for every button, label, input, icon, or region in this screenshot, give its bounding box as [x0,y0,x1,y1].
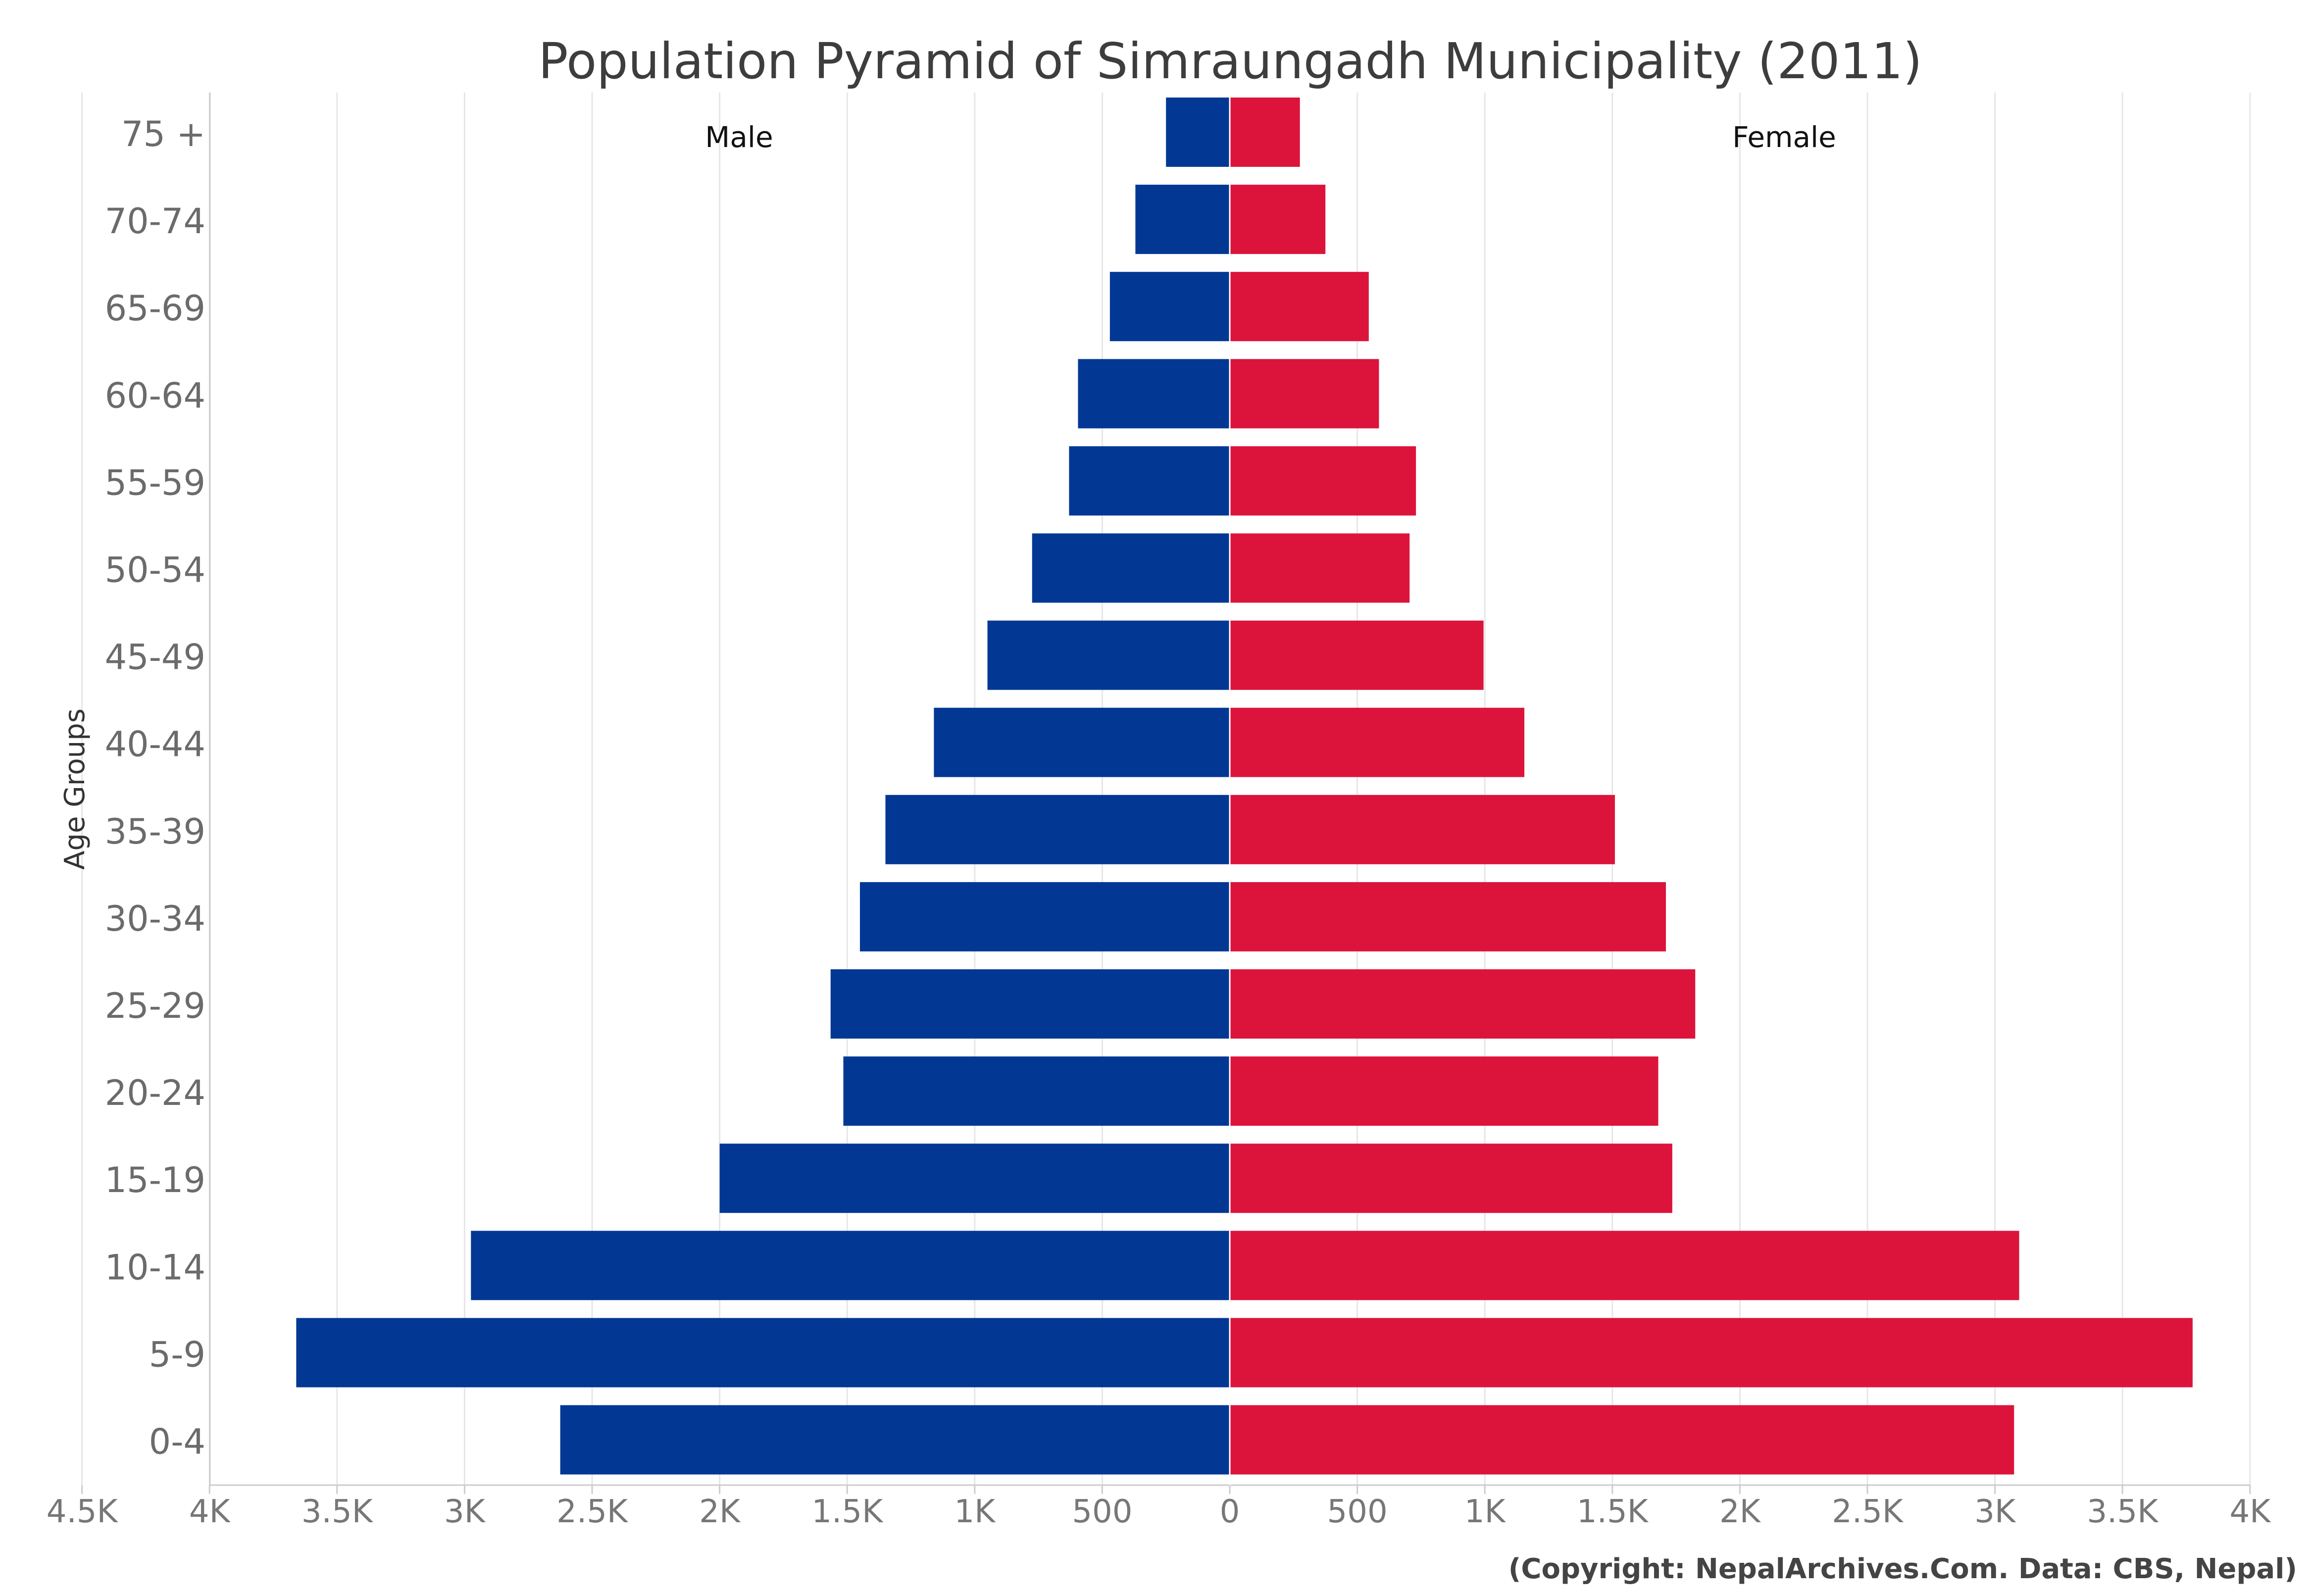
x-tick-label: 2K [699,1494,741,1530]
bar-female[interactable] [1230,1231,2019,1300]
x-tick-label: 2.5K [556,1494,629,1530]
y-axis-title: Age Groups [59,708,91,870]
y-tick-label: 20-24 [105,1073,205,1113]
x-axis-tick-labels: 4.5K 4K 3.5K 3K 2.5K 2K 1.5K 1K 500 0 500 1K 1.5K 2K 2… [47,1494,2271,1530]
bar-female[interactable] [1230,795,1615,864]
x-tick-label: 1.5K [1577,1494,1649,1530]
bar-male[interactable] [296,1318,1230,1388]
bar-male[interactable] [560,1405,1230,1475]
bar-female[interactable] [1230,882,1666,951]
y-axis-tick-labels: 75 + 70-74 65-69 60-64 55-59 50-54 45-49 40-44 3… [105,114,205,1462]
bar-male[interactable] [1032,533,1230,603]
y-tick-label: 35-39 [105,811,205,852]
bar-male[interactable] [1166,98,1230,167]
x-tick-label: 1.5K [811,1494,884,1530]
x-tick-label: 1K [954,1494,996,1530]
bar-female[interactable] [1230,1056,1658,1126]
bar-female[interactable] [1230,1144,1672,1213]
bar-female[interactable] [1230,707,1525,777]
bar-female[interactable] [1230,969,1696,1039]
bar-male[interactable] [934,707,1230,777]
bars [296,98,2193,1475]
bar-male[interactable] [1135,185,1230,254]
bar-female[interactable] [1230,185,1326,254]
bar-male[interactable] [1109,272,1230,342]
y-tick-label: 30-34 [105,898,205,939]
x-tick-label: 4K [189,1494,231,1530]
bar-male[interactable] [885,795,1230,864]
x-tick-label: 2K [1719,1494,1761,1530]
x-tick-label: 4.5K [47,1494,119,1530]
y-tick-label: 40-44 [105,724,205,765]
bar-male[interactable] [1078,359,1230,429]
y-tick-label: 70-74 [105,201,205,242]
y-tick-label: 5-9 [149,1334,205,1375]
x-tick-label: 3.5K [301,1494,374,1530]
bar-female[interactable] [1230,620,1484,690]
bar-female[interactable] [1230,272,1369,342]
bar-female[interactable] [1230,533,1410,603]
y-tick-label: 45-49 [105,637,205,678]
bar-female[interactable] [1230,98,1300,167]
bar-female[interactable] [1230,446,1416,516]
series-label-male: Male [705,120,773,154]
y-tick-label: 60-64 [105,375,205,416]
x-tick-label: 0 [1220,1494,1240,1530]
y-tick-label: 0-4 [149,1422,205,1462]
bar-female[interactable] [1230,1405,2014,1475]
bar-male[interactable] [471,1231,1230,1300]
x-tick-label: 3K [444,1494,486,1530]
bar-male[interactable] [719,1144,1230,1213]
bar-female[interactable] [1230,359,1379,429]
bar-male[interactable] [843,1056,1230,1126]
y-tick-label: 50-54 [105,550,205,591]
bar-male[interactable] [859,882,1230,951]
y-tick-label: 55-59 [105,462,205,503]
x-tick-label: 1K [1464,1494,1507,1530]
x-tick-label: 2.5K [1832,1494,1904,1530]
x-tick-label: 500 [1072,1494,1132,1530]
x-tick-label: 4K [2229,1494,2271,1530]
y-tick-label: 10-14 [105,1247,205,1288]
bar-male[interactable] [987,620,1230,690]
y-tick-label: 25-29 [105,986,205,1026]
chart-title: Population Pyramid of Simraungadh Munici… [538,32,1922,90]
y-tick-label: 75 + [121,114,205,154]
bar-female[interactable] [1230,1318,2193,1388]
x-tick-label: 500 [1327,1494,1388,1530]
x-tick-label: 3.5K [2087,1494,2159,1530]
credits-text: (Copyright: NepalArchives.Com. Data: CBS… [1508,1553,2297,1585]
x-tick-label: 3K [1974,1494,2016,1530]
y-tick-label: 65-69 [105,288,205,329]
bar-male[interactable] [830,969,1230,1039]
bar-male[interactable] [1069,446,1230,516]
y-tick-label: 15-19 [105,1160,205,1200]
series-label-female: Female [1732,120,1836,154]
axes [81,93,2251,1494]
